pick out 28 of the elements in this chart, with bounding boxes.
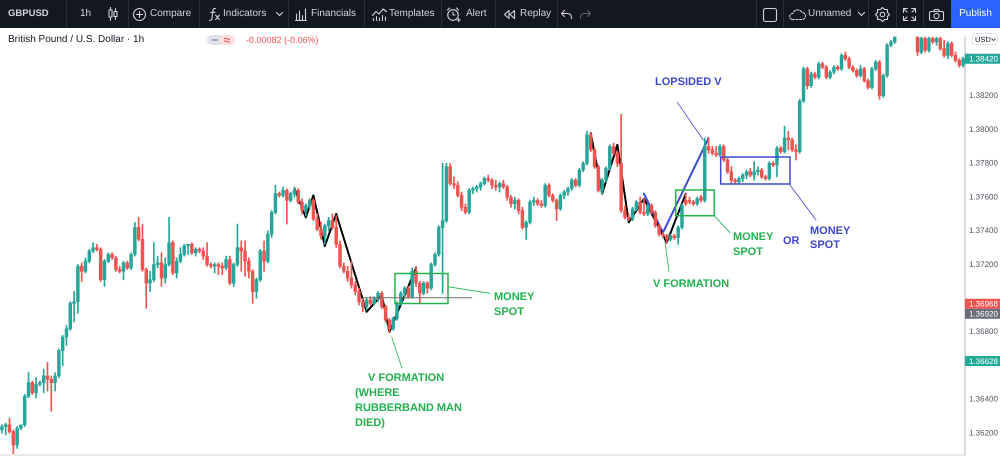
y-tick-label: 1.36400 <box>969 394 998 404</box>
y-tick-label: 1.38000 <box>969 124 998 134</box>
annotation: MONEY SPOT <box>733 230 774 259</box>
y-tick-label: 1.38200 <box>969 91 998 100</box>
text: 1.36968 <box>969 299 998 308</box>
text: 1.36920 <box>969 309 998 318</box>
annotation: OR <box>783 234 800 249</box>
y-tick-label: 1.37800 <box>969 158 998 168</box>
annotation: LOPSIDED V <box>655 74 722 90</box>
text: 1.36628 <box>969 356 998 366</box>
toolbar: GBPUSD 1h Compare Indicators Financials Templates Alert Replay Unnamed Publish <box>0 0 1000 28</box>
chart-title: British Pound / U.S. Dollar · 1h <box>8 34 144 46</box>
text: 1.38420 <box>969 54 998 64</box>
annotation: MONEY SPOT <box>810 224 850 252</box>
candlestick <box>186 244 190 255</box>
y-tick-label: 1.37200 <box>969 260 998 269</box>
annotation: MONEY SPOT <box>494 290 534 320</box>
annotation: V FORMATION (WHERE RUBBERBAND MAN DIED) <box>355 370 463 430</box>
button: Publish <box>951 0 1000 28</box>
y-tick-label: 1.36200 <box>969 428 998 438</box>
candlestick <box>216 262 220 276</box>
y-tick-label: 1.37600 <box>969 192 998 202</box>
y-tick-label: 1.36800 <box>969 327 998 336</box>
candlestick <box>642 198 646 216</box>
chart-subtitle: -0.00082 (-0.06%) <box>246 35 319 46</box>
annotation: V FORMATION <box>653 276 730 292</box>
y-tick-label: 1.37400 <box>969 226 998 236</box>
candlestick <box>706 138 710 154</box>
